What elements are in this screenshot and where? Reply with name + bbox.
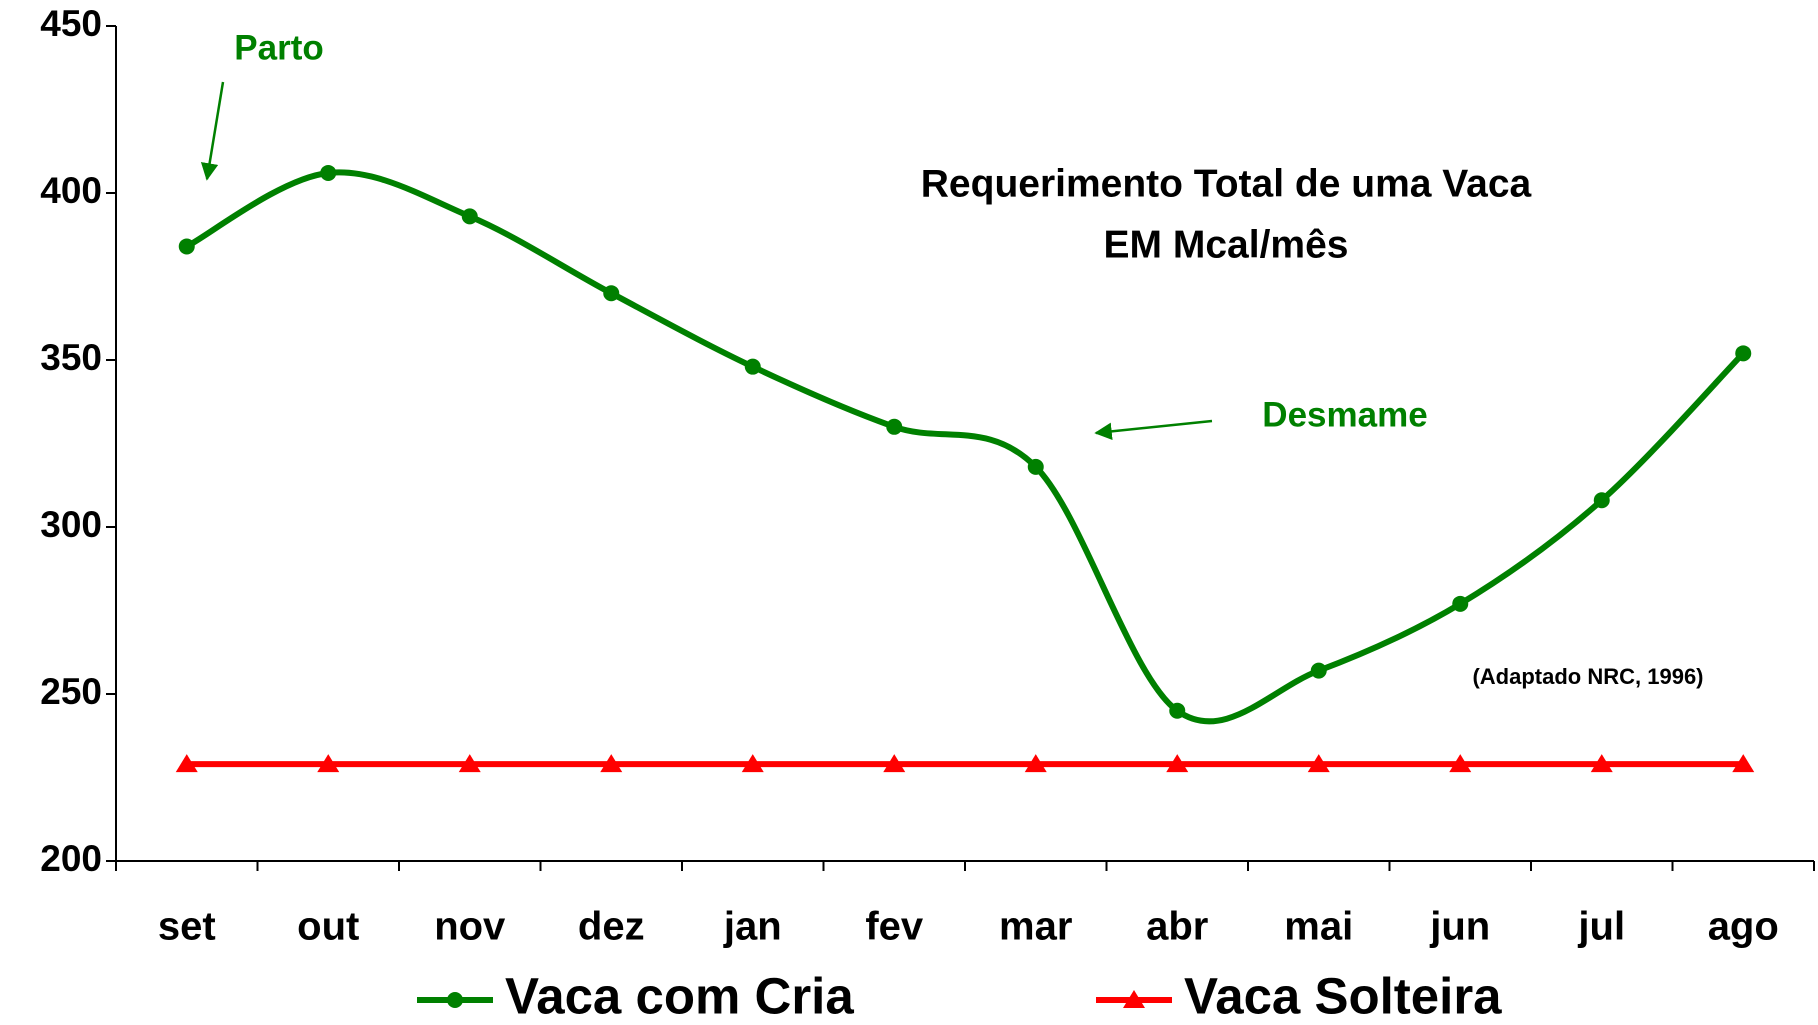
y-tick-label: 200: [40, 838, 102, 879]
data-point: [458, 754, 481, 773]
y-tick-label: 300: [40, 504, 102, 545]
annotation: (Adaptado NRC, 1996): [1472, 664, 1703, 689]
data-point: [600, 754, 623, 773]
data-point: [1452, 595, 1469, 612]
x-tick-label: jun: [1429, 905, 1490, 949]
data-point: [1169, 702, 1186, 719]
x-tick-label: set: [158, 905, 216, 949]
x-tick-label: ago: [1708, 905, 1779, 949]
x-tick-label: dez: [578, 905, 645, 949]
data-point: [175, 754, 198, 773]
y-tick-label: 450: [40, 3, 102, 44]
x-tick-label: jul: [1577, 905, 1625, 949]
annotation-arrow: [1094, 419, 1213, 441]
data-point: [461, 208, 478, 225]
annotation-arrow: [200, 81, 225, 181]
data-point: [1027, 458, 1044, 475]
data-point: [1024, 754, 1047, 773]
annotation: Parto: [234, 28, 323, 67]
data-point: [178, 238, 195, 255]
data-point: [744, 358, 761, 375]
x-tick-label: abr: [1146, 905, 1208, 949]
data-point: [1166, 754, 1189, 773]
annotation: Desmame: [1262, 395, 1427, 434]
data-point: [317, 754, 340, 773]
legend-marker: [1123, 990, 1145, 1008]
x-tick-label: nov: [434, 905, 506, 949]
data-point: [883, 754, 906, 773]
chart-title: Requerimento Total de uma Vaca: [921, 162, 1532, 205]
y-tick-label: 350: [40, 337, 102, 378]
x-tick-label: mai: [1284, 905, 1353, 949]
x-tick-label: mar: [999, 905, 1072, 949]
data-point: [1735, 345, 1752, 362]
series-line: [185, 169, 1746, 725]
data-point: [1593, 492, 1610, 509]
legend-label: Vaca Solteira: [1184, 967, 1502, 1024]
data-point: [886, 418, 903, 435]
x-tick-label: jan: [723, 905, 782, 949]
data-point: [741, 754, 764, 773]
y-tick-label: 400: [40, 170, 102, 211]
legend-label: Vaca com Cria: [505, 967, 854, 1024]
chart-subtitle: EM Mcal/mês: [1104, 223, 1349, 266]
y-tick-label: 250: [40, 671, 102, 712]
data-point: [1449, 754, 1472, 773]
legend-marker: [447, 992, 463, 1008]
x-tick-label: out: [297, 905, 359, 949]
data-point: [1732, 754, 1755, 773]
data-point: [603, 285, 620, 302]
data-point: [1310, 662, 1327, 679]
data-point: [1590, 754, 1613, 773]
data-point: [320, 164, 337, 181]
data-point: [1307, 754, 1330, 773]
x-tick-label: fev: [865, 905, 924, 949]
